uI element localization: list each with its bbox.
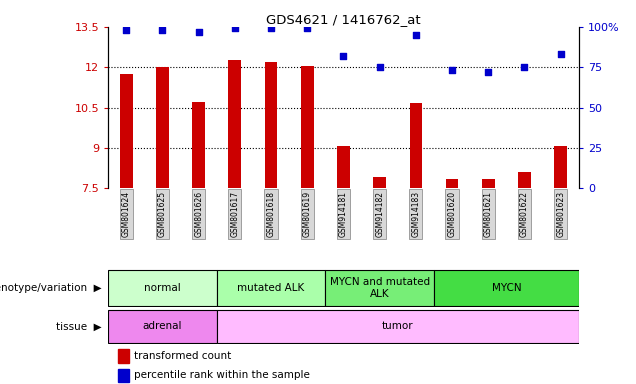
Text: MYCN: MYCN — [492, 283, 521, 293]
Bar — [192, 102, 205, 188]
Text: tumor: tumor — [382, 321, 413, 331]
Point — [483, 69, 494, 75]
Text: transformed count: transformed count — [134, 351, 232, 361]
Point — [230, 25, 240, 31]
Point — [302, 25, 312, 31]
Bar — [482, 179, 495, 188]
Bar — [337, 146, 350, 188]
Text: genotype/variation  ▶: genotype/variation ▶ — [0, 283, 102, 293]
Point — [193, 29, 204, 35]
Bar — [108, 270, 217, 306]
Point — [556, 51, 566, 57]
Point — [157, 27, 167, 33]
Text: MYCN and mutated
ALK: MYCN and mutated ALK — [329, 277, 430, 299]
Bar — [410, 104, 422, 188]
Bar — [217, 310, 579, 343]
Bar — [518, 172, 531, 188]
Bar — [108, 310, 217, 343]
Bar — [217, 270, 326, 306]
Text: adrenal: adrenal — [142, 321, 182, 331]
Bar — [118, 349, 129, 363]
Bar — [434, 270, 579, 306]
Bar — [228, 61, 241, 188]
Point — [520, 64, 530, 70]
Text: percentile rank within the sample: percentile rank within the sample — [134, 370, 310, 380]
Text: mutated ALK: mutated ALK — [237, 283, 305, 293]
Point — [411, 32, 421, 38]
Bar — [120, 74, 132, 188]
Bar — [446, 179, 459, 188]
Bar — [118, 369, 129, 382]
Point — [447, 67, 457, 73]
Bar — [156, 67, 169, 188]
Point — [338, 53, 349, 59]
Bar — [373, 177, 386, 188]
Text: normal: normal — [144, 283, 181, 293]
Text: tissue  ▶: tissue ▶ — [56, 321, 102, 331]
Bar — [301, 66, 314, 188]
Point — [121, 27, 131, 33]
Bar — [265, 62, 277, 188]
Point — [375, 64, 385, 70]
Point — [266, 25, 276, 31]
Bar — [555, 146, 567, 188]
Title: GDS4621 / 1416762_at: GDS4621 / 1416762_at — [266, 13, 421, 26]
Bar — [326, 270, 434, 306]
